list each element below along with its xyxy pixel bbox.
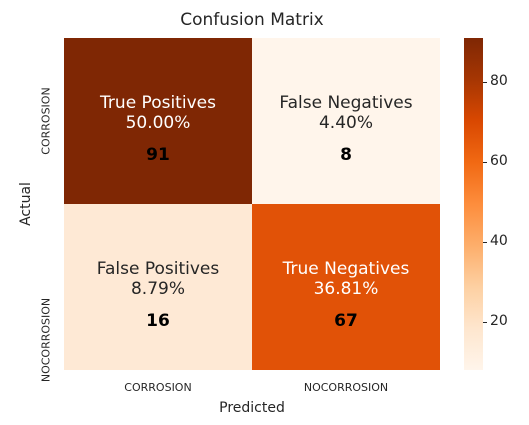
cell-label: True Positives — [100, 93, 216, 113]
cell-count: 8 — [340, 145, 352, 165]
colorbar-tick-mark — [483, 322, 487, 323]
colorbar-tick-label: 60 — [490, 153, 508, 169]
cell-percent: 4.40% — [318, 113, 373, 133]
cell-label: False Positives — [96, 259, 220, 279]
colorbar-tick-mark — [483, 162, 487, 163]
x-tick-label: NOCORROSION — [303, 381, 389, 394]
heatmap: True Positives 50.00% 91 False Negatives… — [64, 38, 440, 370]
y-tick-label: NOCORROSION — [39, 297, 53, 383]
cell-percent: 8.79% — [130, 279, 185, 299]
colorbar-tick-label: 20 — [490, 313, 508, 329]
colorbar-tick-label: 80 — [490, 73, 508, 89]
cell-percent: 36.81% — [313, 279, 379, 299]
cell-false-negatives: False Negatives 4.40% 8 — [252, 38, 440, 204]
cell-label: True Negatives — [282, 259, 410, 279]
cell-label: False Negatives — [279, 93, 413, 113]
x-tick-label: CORROSION — [124, 381, 192, 394]
x-axis-title: Predicted — [219, 400, 285, 416]
y-axis-title: Actual — [18, 182, 34, 226]
cell-false-positives: False Positives 8.79% 16 — [64, 204, 252, 370]
cell-true-positives: True Positives 50.00% 91 — [64, 38, 252, 204]
cell-true-negatives: True Negatives 36.81% 67 — [252, 204, 440, 370]
colorbar-tick-label: 40 — [490, 233, 508, 249]
cell-count: 16 — [146, 311, 170, 331]
colorbar-tick-mark — [483, 82, 487, 83]
cell-percent: 50.00% — [125, 113, 191, 133]
y-tick-label: CORROSION — [39, 87, 53, 155]
cell-count: 67 — [334, 311, 358, 331]
colorbar-tick-mark — [483, 242, 487, 243]
chart-title: Confusion Matrix — [180, 10, 324, 30]
cell-count: 91 — [146, 145, 170, 165]
colorbar — [464, 38, 483, 370]
